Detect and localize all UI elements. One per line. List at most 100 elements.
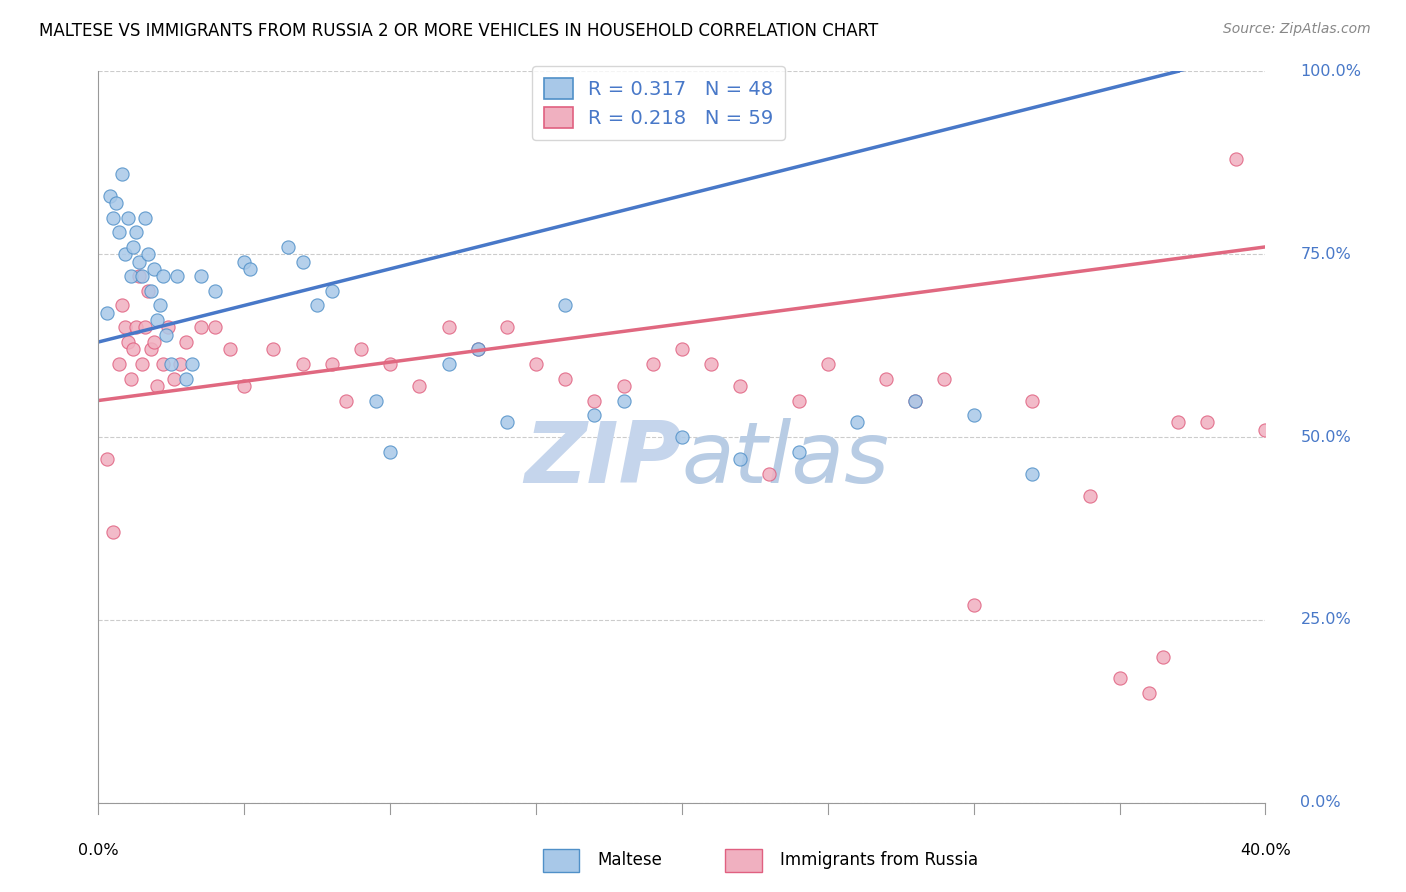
- Point: [583, 408, 606, 422]
- Point: [380, 357, 402, 371]
- Point: [321, 357, 343, 371]
- Point: [190, 320, 212, 334]
- Point: [408, 379, 430, 393]
- Point: [1137, 686, 1160, 700]
- Point: [934, 371, 956, 385]
- Point: [139, 343, 162, 357]
- Point: [437, 320, 460, 334]
- Point: [583, 393, 606, 408]
- Point: [142, 334, 165, 349]
- Point: [108, 357, 131, 371]
- Point: [111, 298, 134, 312]
- Point: [131, 269, 153, 284]
- Point: [128, 269, 150, 284]
- Point: [122, 240, 145, 254]
- Point: [120, 371, 142, 385]
- Point: [1080, 489, 1102, 503]
- Text: Maltese: Maltese: [598, 851, 662, 869]
- Point: [152, 269, 174, 284]
- Point: [131, 357, 153, 371]
- Point: [174, 334, 197, 349]
- Point: [335, 393, 357, 408]
- Point: [101, 211, 124, 225]
- Point: [160, 357, 183, 371]
- Point: [134, 320, 156, 334]
- Point: [1197, 416, 1219, 430]
- Point: [730, 379, 752, 393]
- Point: [239, 261, 262, 276]
- Point: [467, 343, 489, 357]
- Point: [146, 313, 169, 327]
- Text: 25.0%: 25.0%: [1301, 613, 1351, 627]
- Point: [613, 393, 636, 408]
- Text: 0.0%: 0.0%: [79, 843, 118, 858]
- Point: [758, 467, 780, 481]
- Point: [875, 371, 897, 385]
- Text: atlas: atlas: [682, 417, 890, 500]
- Point: [134, 211, 156, 225]
- Point: [117, 334, 139, 349]
- Point: [149, 298, 172, 312]
- Point: [1108, 672, 1130, 686]
- Point: [163, 371, 186, 385]
- Point: [962, 408, 984, 422]
- Point: [1021, 393, 1043, 408]
- Point: [204, 284, 226, 298]
- Point: [380, 444, 402, 458]
- Point: [114, 247, 136, 261]
- Point: [700, 357, 723, 371]
- Point: [467, 343, 489, 357]
- Point: [350, 343, 373, 357]
- Point: [904, 393, 927, 408]
- Point: [1152, 649, 1174, 664]
- Text: Source: ZipAtlas.com: Source: ZipAtlas.com: [1223, 22, 1371, 37]
- Legend: R = 0.317   N = 48, R = 0.218   N = 59: R = 0.317 N = 48, R = 0.218 N = 59: [531, 66, 785, 140]
- Point: [157, 320, 180, 334]
- Text: 40.0%: 40.0%: [1240, 843, 1291, 858]
- Point: [263, 343, 285, 357]
- Point: [817, 357, 839, 371]
- Point: [174, 371, 197, 385]
- Point: [111, 167, 134, 181]
- Point: [136, 284, 159, 298]
- Text: 0.0%: 0.0%: [1301, 796, 1341, 810]
- Text: 2 or more Vehicles in Household: 2 or more Vehicles in Household: [0, 313, 4, 561]
- Point: [139, 284, 162, 298]
- Point: [233, 254, 256, 268]
- Point: [524, 357, 547, 371]
- Point: [101, 525, 124, 540]
- Point: [787, 393, 810, 408]
- Point: [218, 343, 240, 357]
- Point: [437, 357, 460, 371]
- Point: [321, 284, 343, 298]
- Point: [671, 343, 693, 357]
- Text: MALTESE VS IMMIGRANTS FROM RUSSIA 2 OR MORE VEHICLES IN HOUSEHOLD CORRELATION CH: MALTESE VS IMMIGRANTS FROM RUSSIA 2 OR M…: [39, 22, 879, 40]
- Point: [730, 452, 752, 467]
- Point: [117, 211, 139, 225]
- Point: [554, 371, 576, 385]
- Point: [166, 269, 188, 284]
- Point: [1254, 423, 1277, 437]
- Point: [104, 196, 127, 211]
- Point: [152, 357, 174, 371]
- Point: [1167, 416, 1189, 430]
- Point: [114, 320, 136, 334]
- Text: 75.0%: 75.0%: [1301, 247, 1351, 261]
- Text: 100.0%: 100.0%: [1301, 64, 1361, 78]
- Point: [190, 269, 212, 284]
- Point: [671, 430, 693, 444]
- Point: [155, 327, 177, 342]
- Text: Immigrants from Russia: Immigrants from Russia: [780, 851, 979, 869]
- Point: [496, 416, 519, 430]
- Point: [613, 379, 636, 393]
- Point: [787, 444, 810, 458]
- Point: [291, 357, 314, 371]
- Point: [233, 379, 256, 393]
- Point: [128, 254, 150, 268]
- Point: [291, 254, 314, 268]
- Point: [364, 393, 387, 408]
- Point: [169, 357, 191, 371]
- Point: [554, 298, 576, 312]
- Point: [277, 240, 299, 254]
- Text: 50.0%: 50.0%: [1301, 430, 1351, 444]
